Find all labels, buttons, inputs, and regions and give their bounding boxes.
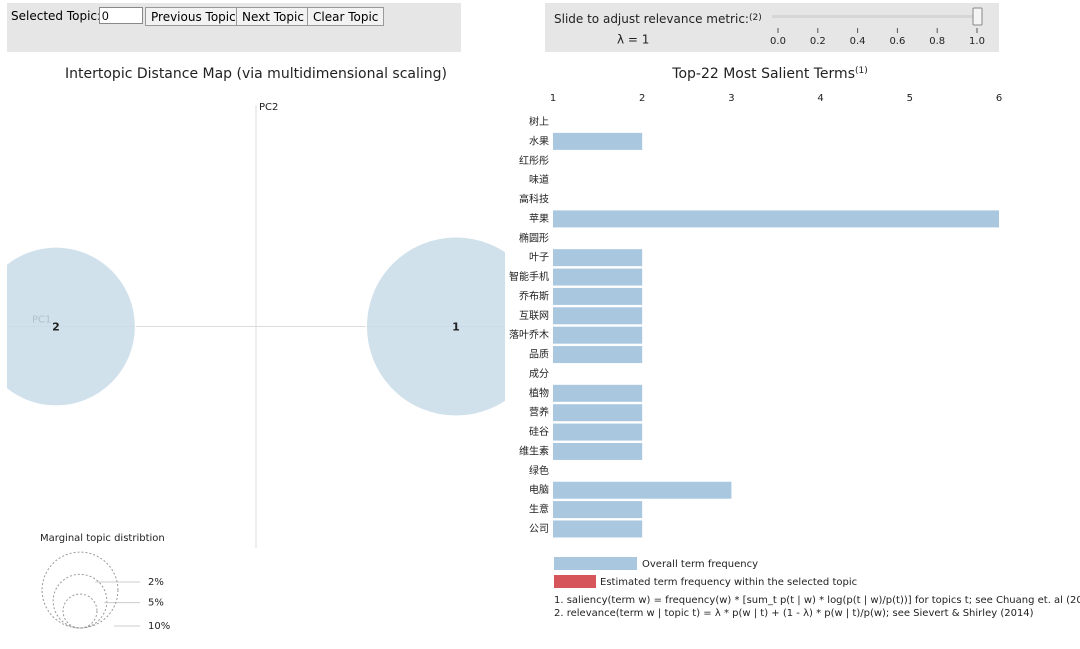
y-tick-label: 电脑: [529, 483, 549, 496]
y-tick-label: 叶子: [529, 252, 549, 264]
clear-button[interactable]: Clear Topic: [307, 7, 385, 26]
x-tick-label: 1: [550, 93, 556, 104]
bar[interactable]: [553, 346, 643, 364]
bar[interactable]: [553, 132, 643, 150]
note: (2): [749, 13, 762, 23]
lambda-label: λ = 1: [617, 33, 649, 47]
legend-swatch: [554, 575, 596, 588]
y-tick-label: 公司: [529, 524, 549, 535]
bar[interactable]: [553, 287, 643, 305]
y-tick-label: 红彤彤: [519, 154, 549, 167]
y-tick-label: 品质: [529, 349, 549, 361]
prev-button[interactable]: Previous Topic: [145, 7, 242, 26]
slider-tick-label: 0.2: [810, 36, 826, 47]
topic-input[interactable]: [99, 7, 143, 24]
slider-tick-label: 0.4: [850, 36, 866, 47]
y-tick-label: 生意: [529, 503, 549, 516]
bar[interactable]: [553, 210, 999, 228]
note: (1): [855, 66, 868, 76]
size-legend-title: Marginal topic distribtion: [40, 533, 165, 544]
x-tick-label: 2: [639, 93, 645, 104]
topic-circle[interactable]: [0, 246, 137, 407]
x-tick-label: 5: [907, 93, 913, 104]
bar[interactable]: [553, 404, 643, 422]
y-tick-label: 落叶乔木: [509, 329, 549, 341]
y-tick-label: 高科技: [519, 193, 549, 206]
bar[interactable]: [553, 384, 643, 402]
topic-label: 1: [452, 321, 460, 334]
bar[interactable]: [553, 501, 643, 519]
chart-title: Top-22 Most Salient Terms(1): [671, 66, 867, 83]
y-tick-label: 成分: [529, 368, 549, 380]
bar[interactable]: [553, 326, 643, 344]
size-legend-circle: [52, 573, 108, 629]
slider-handle[interactable]: [972, 7, 983, 26]
legend-label: Estimated term frequency within the sele…: [600, 577, 857, 588]
slider-tick-label: 1.0: [969, 36, 985, 47]
y-tick-label: 苹果: [529, 212, 549, 225]
y-tick-label: 树上: [529, 115, 549, 128]
footnote: 1. saliency(term w) = frequency(w) * [su…: [554, 595, 1080, 606]
bar[interactable]: [553, 423, 643, 441]
scatter-area: PC1PC212: [0, 102, 546, 548]
y-tick-label: 味道: [529, 173, 549, 186]
topic-panel: Selected Topic: Previous Topic Next Topi…: [7, 3, 461, 52]
size-legend-label: 10%: [148, 621, 170, 632]
bar[interactable]: [553, 307, 643, 325]
size-legend-label: 2%: [148, 577, 164, 588]
topic-circle[interactable]: [365, 235, 546, 418]
bar[interactable]: [553, 249, 643, 267]
y-tick-label: 水果: [529, 135, 549, 147]
footnote: 2. relevance(term w | topic t) = λ * p(w…: [554, 608, 1034, 619]
y-tick-label: 绿色: [529, 464, 549, 477]
legend-swatch: [554, 557, 637, 570]
y-tick-label: 智能手机: [509, 270, 549, 283]
y-tick-label: 互联网: [519, 310, 549, 322]
x-tick-label: 6: [996, 93, 1002, 104]
slider-panel: [545, 3, 999, 52]
y-axis-label: PC2: [259, 102, 278, 113]
bar[interactable]: [553, 268, 643, 286]
y-tick-label: 营养: [529, 406, 549, 419]
note: Top-22 Most Salient Terms: [671, 66, 855, 82]
size-legend-circle: [62, 593, 98, 629]
bar[interactable]: [553, 442, 643, 460]
y-tick-label: 乔布斯: [519, 289, 549, 302]
chart-title: Intertopic Distance Map (via multidimens…: [65, 66, 447, 82]
y-tick-label: 椭圆形: [519, 231, 549, 244]
bar[interactable]: [553, 520, 643, 538]
topic-label: 2: [52, 321, 60, 334]
y-tick-label: 维生素: [519, 444, 549, 457]
bar[interactable]: [553, 481, 732, 499]
note: Slide to adjust relevance metric:: [554, 12, 749, 26]
slider-tick-label: 0.8: [929, 36, 945, 47]
slider-tick-label: 0.6: [889, 36, 905, 47]
topic-label: Selected Topic:: [11, 9, 102, 23]
slider-label: Slide to adjust relevance metric:(2): [554, 12, 762, 26]
slider-tick-label: 0.0: [770, 36, 786, 47]
size-legend-circle: [41, 551, 119, 629]
legend-label: Overall term frequency: [642, 559, 758, 570]
y-tick-label: 硅谷: [529, 425, 549, 438]
size-legend-label: 5%: [148, 598, 164, 609]
x-tick-label: 3: [728, 93, 734, 104]
y-tick-label: 植物: [529, 386, 549, 399]
x-tick-label: 4: [817, 93, 823, 104]
slider-track: [772, 15, 978, 18]
next-button[interactable]: Next Topic: [236, 7, 310, 26]
